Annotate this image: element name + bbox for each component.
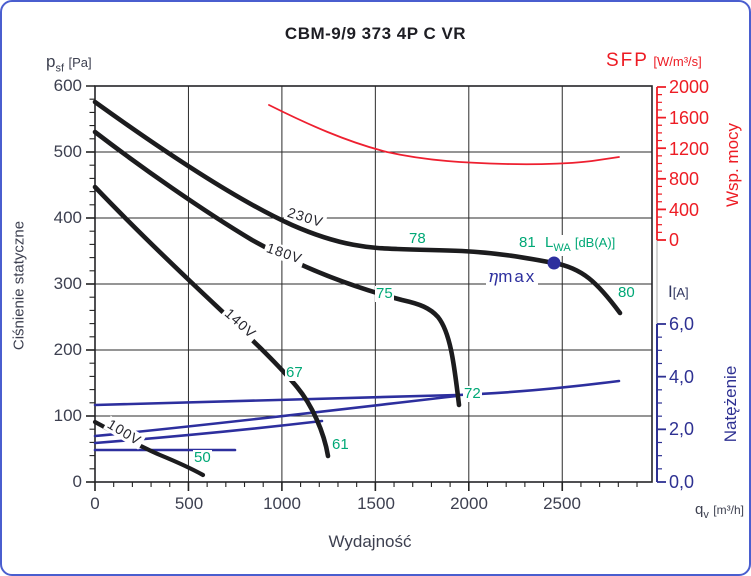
pressure-curve-180v xyxy=(92,129,462,408)
sound-label-61: 61 xyxy=(331,436,350,453)
sfp-tick-1600: 1600 xyxy=(669,108,710,128)
flow-tick-2000: 2000 xyxy=(450,494,488,513)
sfp-tick-400: 400 xyxy=(669,200,700,220)
sound-label-78: 78 xyxy=(408,230,427,247)
eta-max-label: ηmax xyxy=(486,267,539,287)
sfp-tick-0: 0 xyxy=(669,230,680,250)
flow-tick-1500: 1500 xyxy=(357,494,395,513)
pressure-axis-symbol: psf [Pa] xyxy=(46,52,92,75)
pressure-tick-600: 600 xyxy=(53,76,82,95)
current-tick-2: 2,0 xyxy=(669,419,695,439)
current-tick-6: 6,0 xyxy=(669,314,695,334)
pressure-tick-500: 500 xyxy=(53,142,82,161)
flow-axis-symbol: qv [m³/h] xyxy=(695,501,744,521)
sfp-tick-800: 800 xyxy=(669,169,700,189)
flow-tick-1000: 1000 xyxy=(263,494,301,513)
sfp-axis-symbol: SFP [W/m³/s] xyxy=(606,50,702,71)
flow-tick-2500: 2500 xyxy=(543,494,581,513)
pressure-tick-200: 200 xyxy=(53,340,82,359)
flow-tick-500: 500 xyxy=(174,494,204,513)
current-axis-title: Natężenie xyxy=(721,365,740,443)
sound-label-72: 72 xyxy=(463,385,482,402)
flow-tick-0: 0 xyxy=(90,494,100,513)
sfp-tick-1200: 1200 xyxy=(669,139,710,159)
sfp-axis-title: Wsp. mocy xyxy=(723,122,742,208)
pressure-tick-400: 400 xyxy=(53,208,82,227)
sfp-tick-2000: 2000 xyxy=(669,77,710,97)
sound-legend: LWA [dB(A)] xyxy=(544,234,617,256)
current-tick-0: 0,0 xyxy=(669,472,695,492)
pressure-tick-100: 100 xyxy=(53,406,82,425)
sound-label-67: 67 xyxy=(285,364,304,381)
current-curve-230v xyxy=(93,379,621,407)
pressure-axis-title: Ciśnienie statyczne xyxy=(10,220,28,351)
eta-max-point xyxy=(547,256,561,270)
pressure-curve-230v xyxy=(92,99,623,316)
pressure-tick-0: 0 xyxy=(72,472,82,491)
sfp-curve xyxy=(268,104,620,166)
sound-label-81: 81 xyxy=(518,234,537,251)
chart-title: CBM-9/9 373 4P C VR xyxy=(284,24,467,43)
pressure-tick-300: 300 xyxy=(53,274,82,293)
current-axis-symbol: I[A] xyxy=(668,282,689,301)
sound-label-50: 50 xyxy=(193,449,212,466)
flow-axis-title: Wydajność xyxy=(328,532,412,551)
sound-label-80: 80 xyxy=(617,284,636,301)
current-curve-180v xyxy=(93,394,459,438)
sound-label-75: 75 xyxy=(375,285,394,302)
current-tick-4: 4,0 xyxy=(669,367,695,387)
